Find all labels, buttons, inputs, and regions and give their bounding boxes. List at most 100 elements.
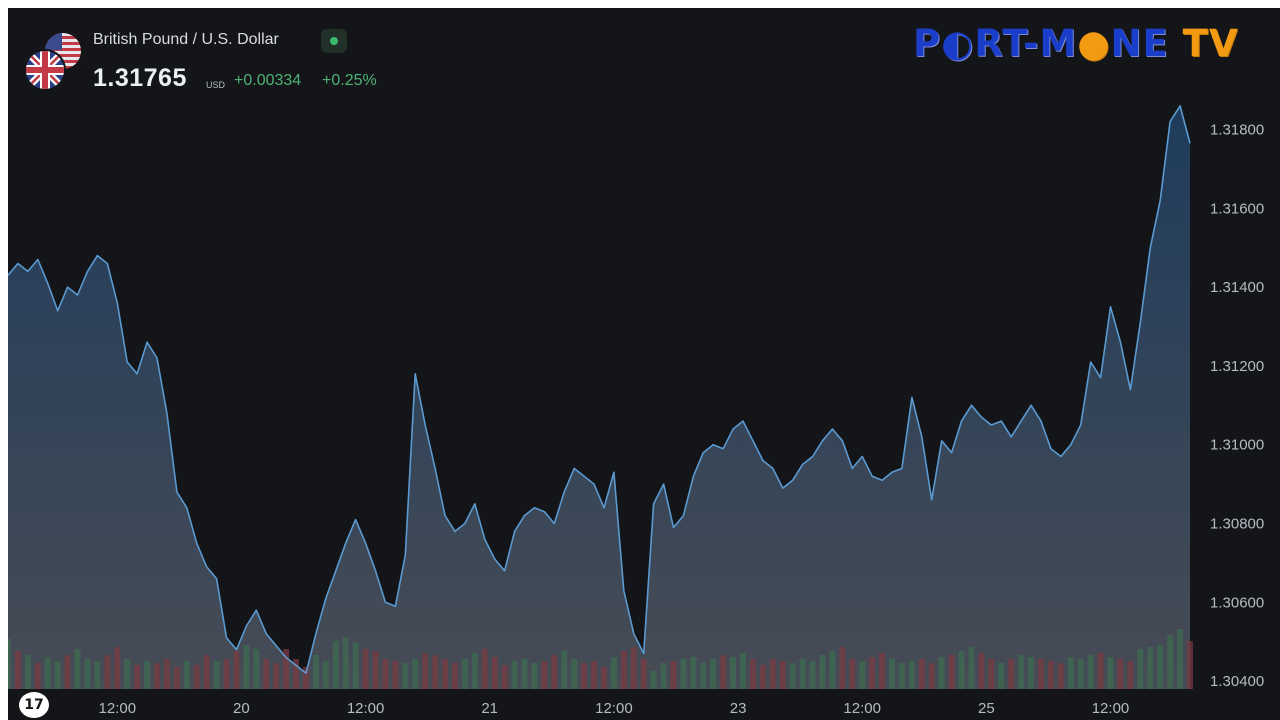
volume-bar (94, 661, 101, 689)
volume-bar (154, 663, 160, 689)
line-layer (8, 105, 1191, 674)
volume-bar (839, 647, 846, 689)
volume-bar (392, 661, 399, 689)
price-area-fill (8, 105, 1190, 689)
volume-bar (541, 661, 548, 689)
watermark-logo: P◐RT-M●NE TV (913, 22, 1239, 66)
time-axis-tick-label: 21 (481, 700, 498, 717)
volume-bar (104, 655, 111, 689)
price-axis-tick-label: 1.30600 (1210, 594, 1264, 611)
volume-bar (243, 645, 250, 689)
time-axis-background (8, 689, 1280, 720)
volume-bar (1127, 661, 1134, 689)
volume-bar (1038, 659, 1044, 689)
volume-bar (730, 657, 736, 689)
volume-bar (501, 665, 508, 689)
volume-bar (869, 657, 876, 689)
time-axis-tick-label: 12:00 (595, 700, 633, 717)
volume-bar (372, 651, 379, 689)
volume-bar (233, 651, 240, 689)
volume-bar (998, 663, 1005, 689)
volume-bar (829, 651, 836, 689)
volume-bar (322, 661, 329, 689)
volume-bar (789, 663, 796, 689)
volume-bar (462, 659, 468, 689)
logo-part: P (913, 22, 942, 65)
volume-bar (213, 661, 220, 689)
volume-bar (591, 661, 597, 689)
price-axis-tick-label: 1.31800 (1210, 122, 1264, 139)
volume-bar (1067, 657, 1074, 689)
volume-bar (670, 661, 677, 689)
volume-bar (203, 655, 210, 689)
time-axis: 12:00 20 12:00 21 12:00 23 12:00 25 12:00 (99, 700, 1130, 717)
time-axis-tick-label: 12:00 (99, 700, 137, 717)
volume-bar (690, 657, 697, 689)
logo-sun-glyph: ● (1077, 22, 1111, 65)
volume-bar (24, 655, 31, 689)
volume-bar (601, 667, 607, 689)
volume-bar (432, 655, 439, 689)
volume-bar (34, 663, 41, 689)
price-change-percent: +0.25% (322, 72, 377, 89)
volume-bar (64, 655, 71, 689)
price-chart[interactable]: 1.31800 1.31600 1.31400 1.31200 1.31000 1.308… (8, 8, 1280, 720)
time-axis-tick-label: 12:00 (1092, 700, 1130, 717)
volume-bar (819, 655, 826, 689)
volume-bar (938, 657, 945, 689)
volume-bar (342, 637, 349, 689)
volume-bar (124, 659, 131, 689)
volume-bar (750, 659, 756, 689)
volume-bar (263, 659, 270, 689)
volume-bar (521, 659, 528, 689)
volume-bar (889, 659, 895, 689)
volume-bar (54, 661, 61, 689)
volume-bar (1097, 653, 1104, 689)
volume-bar (273, 663, 280, 689)
volume-bar (183, 661, 190, 689)
volume-bar (303, 667, 309, 689)
volume-bar (442, 659, 448, 689)
price-axis-tick-label: 1.30400 (1210, 673, 1264, 690)
volume-bar (15, 651, 21, 689)
volume-bar (1117, 659, 1124, 689)
logo-part: NE (1110, 22, 1183, 65)
volume-bar (332, 641, 339, 689)
market-status-badge[interactable] (321, 29, 347, 53)
volume-bar (44, 657, 51, 689)
volume-bar (879, 653, 885, 689)
volume-bar (660, 663, 667, 689)
volume-bar (8, 639, 11, 689)
volume-bar (412, 659, 419, 689)
volume-bar (859, 661, 866, 689)
volume-bar (531, 663, 538, 689)
price-line (8, 105, 1191, 674)
last-price: 1.31765 (93, 64, 187, 92)
volume-bar (581, 663, 587, 689)
volume-bar (1147, 647, 1154, 689)
time-axis-tick-label: 12:00 (347, 700, 385, 717)
volume-bar (551, 655, 558, 689)
volume-bar (1028, 657, 1034, 689)
volume-bar (759, 665, 766, 689)
time-axis-tick-label: 25 (978, 700, 995, 717)
volume-bar (362, 649, 369, 689)
volume-bar (173, 667, 180, 689)
volume-bar (193, 665, 200, 689)
price-axis-tick-label: 1.31200 (1210, 358, 1264, 375)
volume-bar (293, 659, 299, 689)
volume-bar (1018, 655, 1025, 689)
volume-bar (988, 659, 995, 689)
volume-bar (720, 655, 727, 689)
volume-bar (1087, 655, 1094, 689)
logo-part: RT-M (974, 22, 1078, 65)
price-axis-tick-label: 1.31400 (1210, 279, 1264, 296)
volume-bar (650, 671, 657, 689)
tradingview-logo-icon[interactable]: 17 (19, 692, 49, 718)
market-open-dot-icon (330, 37, 338, 45)
uk-flag-icon (24, 49, 66, 91)
volume-bar (1057, 663, 1064, 689)
symbol-title[interactable]: British Pound / U.S. Dollar (93, 31, 279, 48)
volume-bar (958, 651, 965, 689)
volume-bar (640, 659, 647, 689)
